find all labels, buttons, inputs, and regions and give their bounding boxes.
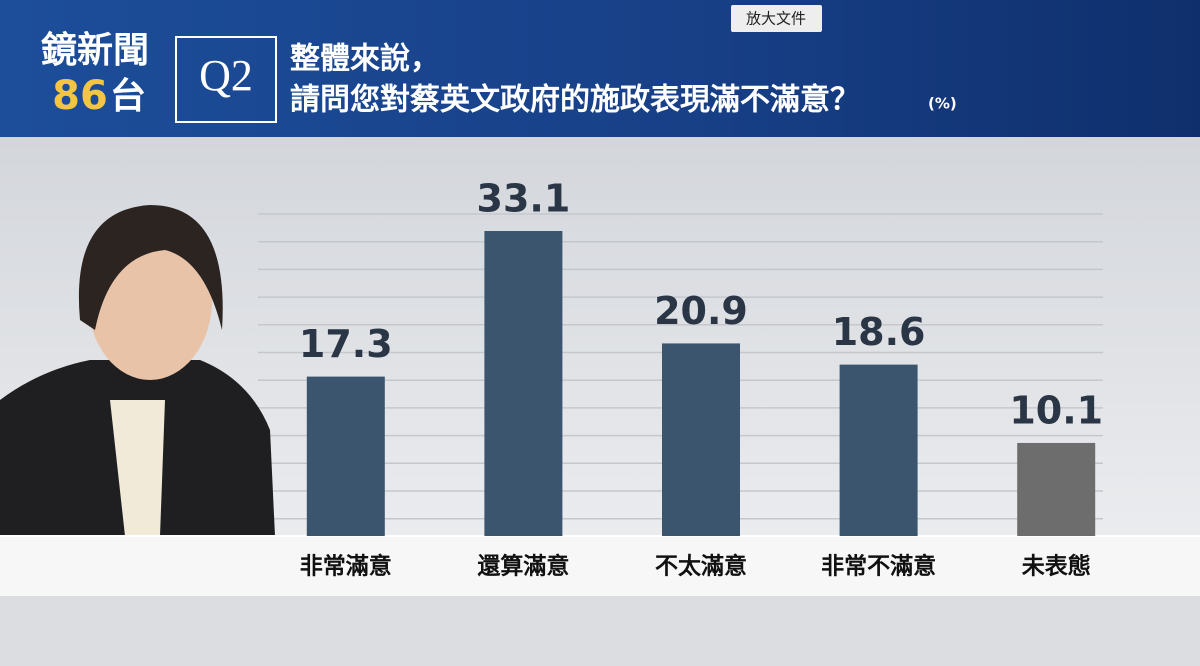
bar xyxy=(839,364,918,536)
bar xyxy=(662,343,740,536)
portrait xyxy=(0,205,275,536)
category-label: 非常不滿意 xyxy=(821,553,936,580)
logo-suffix: 台 xyxy=(110,76,146,117)
question-box xyxy=(175,36,277,123)
value-label: 17.3 xyxy=(299,322,393,366)
zoom-button[interactable]: 放大文件 xyxy=(731,5,822,32)
question-number: Q2 xyxy=(199,51,253,100)
label-strip xyxy=(0,536,1200,596)
button-background xyxy=(731,5,822,32)
logo-number: 86 xyxy=(52,73,108,119)
bar xyxy=(484,231,563,536)
bar xyxy=(1017,442,1096,536)
category-label: 未表態 xyxy=(1022,553,1091,580)
category-label: 非常滿意 xyxy=(300,553,392,580)
footer-band xyxy=(0,596,1200,666)
category-label: 還算滿意 xyxy=(477,553,569,580)
question-line: 整體來說， xyxy=(290,42,440,77)
value-label: 10.1 xyxy=(1009,388,1103,432)
value-label: 20.9 xyxy=(654,289,748,333)
header-bar xyxy=(0,0,1200,137)
logo-name: 鏡新聞 xyxy=(41,30,149,71)
value-label: 33.1 xyxy=(477,177,571,221)
question-line: 請問您對蔡英文政府的施政表現滿不滿意？ xyxy=(290,83,860,118)
bar xyxy=(306,376,385,536)
value-label: 18.6 xyxy=(832,310,926,354)
unit-label: (%) xyxy=(928,95,957,113)
button-label[interactable]: 放大文件 xyxy=(746,10,806,28)
category-label: 不太滿意 xyxy=(655,553,747,580)
